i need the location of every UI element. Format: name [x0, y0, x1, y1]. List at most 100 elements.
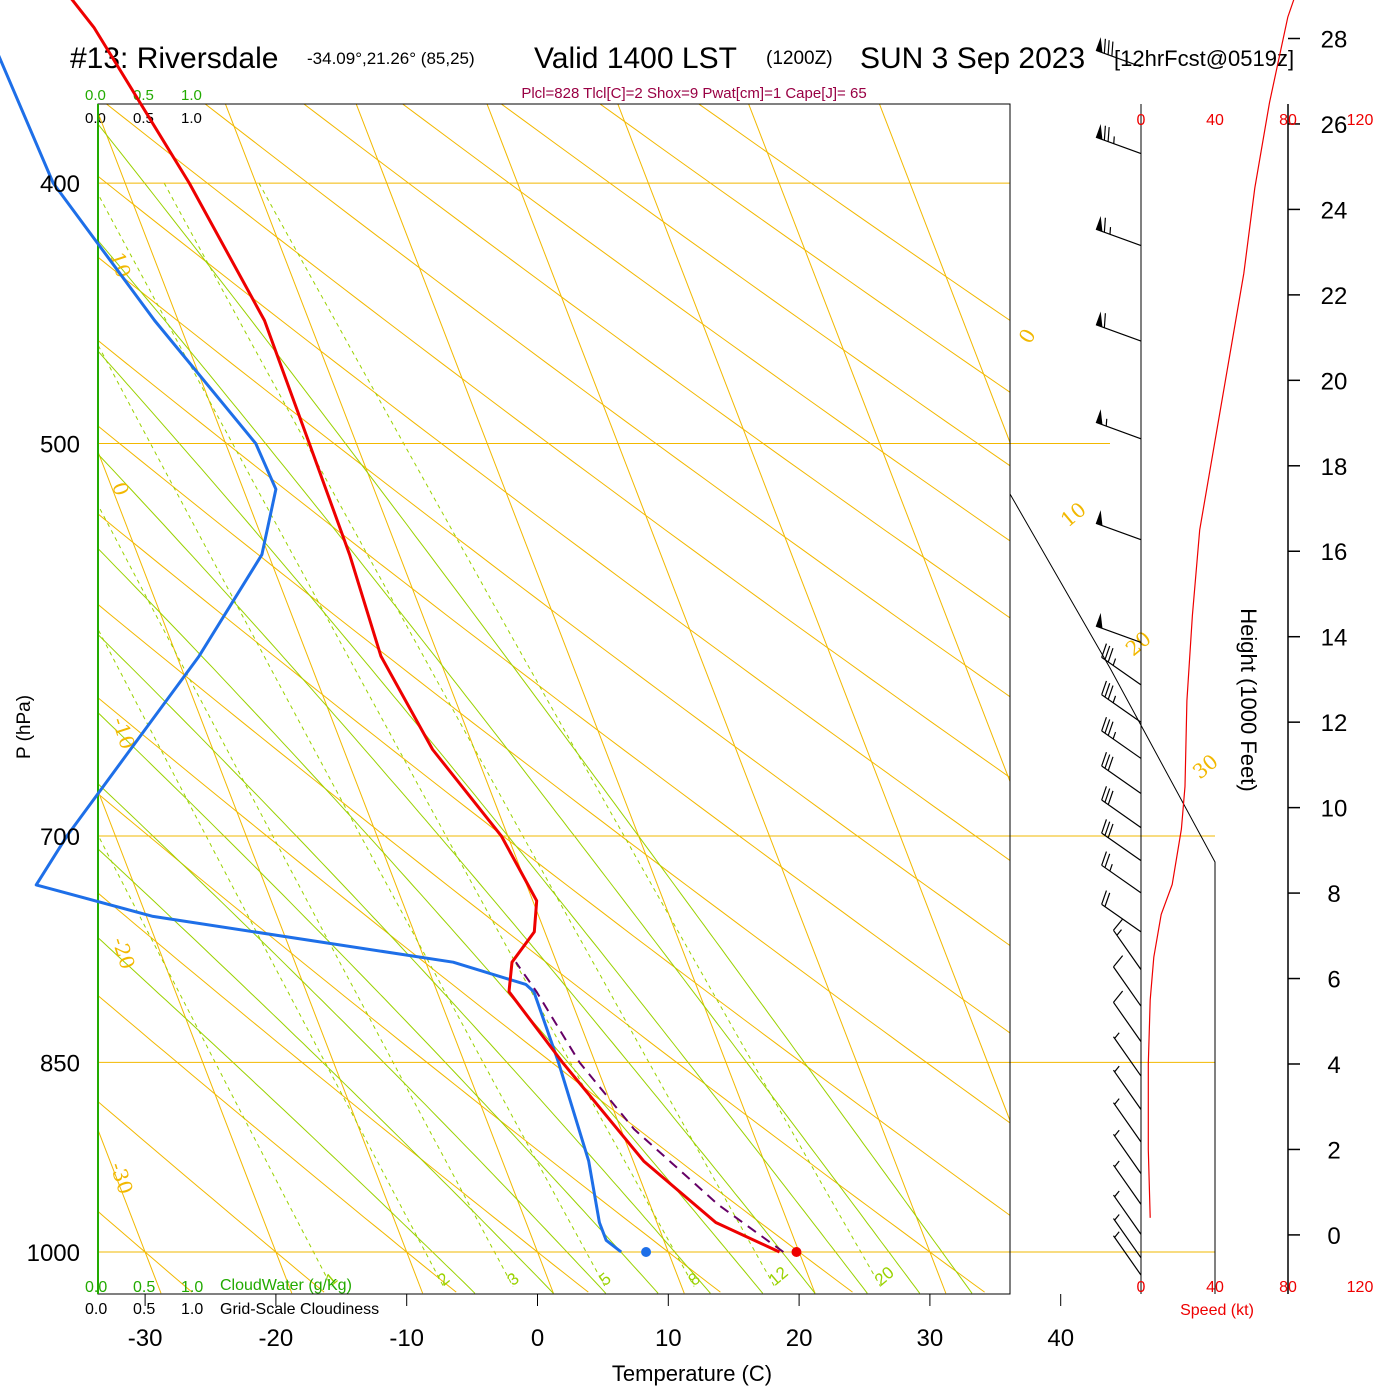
barb-full — [1101, 786, 1108, 801]
cloud-water-tick: 0.0 — [85, 87, 106, 104]
barb-full — [1113, 918, 1124, 931]
barb-staff — [1095, 522, 1142, 541]
height-tick-label: 22 — [1321, 283, 1348, 310]
cloud-water-scale-bottom: 0.0 0.5 1.0 CloudWater (g/Kg) 0.0 0.5 1.… — [85, 1277, 379, 1318]
x-tick-label: 0 — [531, 1325, 544, 1352]
mixing-ratio-label: 12 — [765, 1263, 792, 1290]
barb-half — [1114, 1231, 1120, 1238]
isotherm-line — [355, 104, 816, 1294]
barb-pennant — [1095, 37, 1103, 53]
barb-pennant — [1095, 216, 1103, 232]
barb-full — [1113, 990, 1124, 1003]
barb-staff — [1095, 324, 1142, 342]
barb-half — [1114, 1065, 1120, 1073]
height-tick-label: 24 — [1321, 197, 1348, 224]
speed-axis-label: Speed (kt) — [1180, 1302, 1254, 1319]
barb-full — [1101, 752, 1108, 767]
dry-adiabat-line — [105, 104, 1010, 779]
wind-barb — [1095, 216, 1142, 247]
barb-staff — [1095, 228, 1142, 247]
moist-adiabat-line — [98, 848, 554, 1294]
barb-full — [1104, 719, 1111, 734]
mixing-ratio-line — [98, 192, 695, 1287]
barb-half — [1112, 658, 1117, 666]
wind-barb — [1095, 409, 1142, 440]
barb-full — [1101, 851, 1108, 866]
wind-barb — [1101, 890, 1142, 933]
x-tick-label: 30 — [917, 1325, 944, 1352]
height-tick-label: 26 — [1321, 112, 1348, 139]
speed-tick-top: 0 — [1137, 112, 1146, 129]
surface-temperature-dot — [791, 1247, 802, 1257]
mixing-ratio-label: 3 — [503, 1269, 522, 1290]
pressure-tick-label: 400 — [40, 171, 80, 198]
wind-barb — [1101, 819, 1142, 862]
cloudiness-tick: 0.0 — [85, 1301, 107, 1318]
wind-barb — [1112, 918, 1142, 970]
barb-staff — [1112, 1235, 1142, 1276]
barb-full — [1104, 821, 1111, 836]
barb-pennant — [1095, 612, 1103, 629]
isotherm-line — [98, 450, 424, 1294]
x-tick-label: 40 — [1047, 1325, 1074, 1352]
barb-full — [1104, 645, 1111, 660]
mixing-ratio-line — [258, 182, 882, 1287]
height-tick-label: 14 — [1321, 625, 1348, 652]
height-axis-ticks: 02468101214161820222426283032 — [1288, 26, 1348, 1250]
isotherm-line — [98, 1128, 162, 1294]
wind-barb — [1101, 643, 1142, 686]
barb-pennant — [1095, 409, 1103, 425]
wind-barb — [1101, 786, 1142, 829]
barb-staff — [1101, 799, 1142, 829]
isotherm-line — [224, 104, 685, 1294]
cloudiness-tick: 1.0 — [181, 1301, 203, 1318]
height-tick-label: 10 — [1321, 796, 1348, 823]
moist-adiabat-line — [98, 547, 764, 1294]
barb-staff — [1095, 136, 1142, 155]
x-tick-label: -10 — [389, 1325, 424, 1352]
barb-full — [1103, 313, 1106, 328]
speed-tick-top: 120 — [1347, 112, 1374, 129]
barb-full — [1101, 643, 1108, 658]
wind-barb — [1112, 1160, 1142, 1205]
speed-profile — [1147, 0, 1295, 1218]
barb-full — [1107, 685, 1114, 700]
moist-adiabat-line — [98, 123, 973, 1294]
pressure-tick-label: 850 — [40, 1050, 80, 1077]
wind-barb — [1095, 612, 1142, 643]
barb-pennant — [1095, 311, 1103, 328]
dewpoint-profile-line — [0, 54, 623, 1254]
barb-staff — [1101, 864, 1142, 894]
moist-adiabat-line — [98, 783, 607, 1294]
y-axis-title: P (hPa) — [14, 695, 35, 759]
mixing-ratio-line — [98, 504, 514, 1287]
barb-staff — [1095, 49, 1142, 68]
sounding-profiles — [0, 0, 802, 1257]
mixing-ratio-line — [163, 182, 776, 1287]
dry-adiabat-line — [98, 1100, 325, 1293]
x-axis-title: Temperature (C) — [612, 1361, 772, 1386]
barb-full — [1107, 40, 1110, 55]
barb-half — [1114, 1190, 1120, 1198]
height-tick-label: 18 — [1321, 454, 1348, 481]
barb-staff — [1101, 656, 1142, 686]
cloud-water-label: CloudWater (g/Kg) — [220, 1277, 352, 1294]
mixing-ratio-label: 2 — [434, 1269, 453, 1290]
dry-adiabat-line — [98, 892, 589, 1293]
barb-half — [1116, 929, 1122, 936]
barb-full — [1111, 41, 1114, 57]
forecast-info: [12hrFcst@0519z] — [1114, 46, 1294, 71]
barb-staff — [1112, 1194, 1142, 1235]
barb-staff — [1101, 765, 1142, 795]
isotherm-line — [878, 104, 1010, 444]
wind-barb — [1095, 124, 1142, 155]
station-coords: -34.09°,21.26° (85,25) — [307, 49, 475, 68]
x-tick-label: 10 — [655, 1325, 682, 1352]
barb-staff — [1112, 1069, 1142, 1110]
wind-barb — [1101, 716, 1142, 759]
mixing-ratio-line — [98, 343, 606, 1287]
wind-barb — [1112, 1032, 1142, 1077]
moist-adiabat-line — [98, 711, 659, 1294]
speed-tick-bottom: 40 — [1206, 1279, 1224, 1296]
